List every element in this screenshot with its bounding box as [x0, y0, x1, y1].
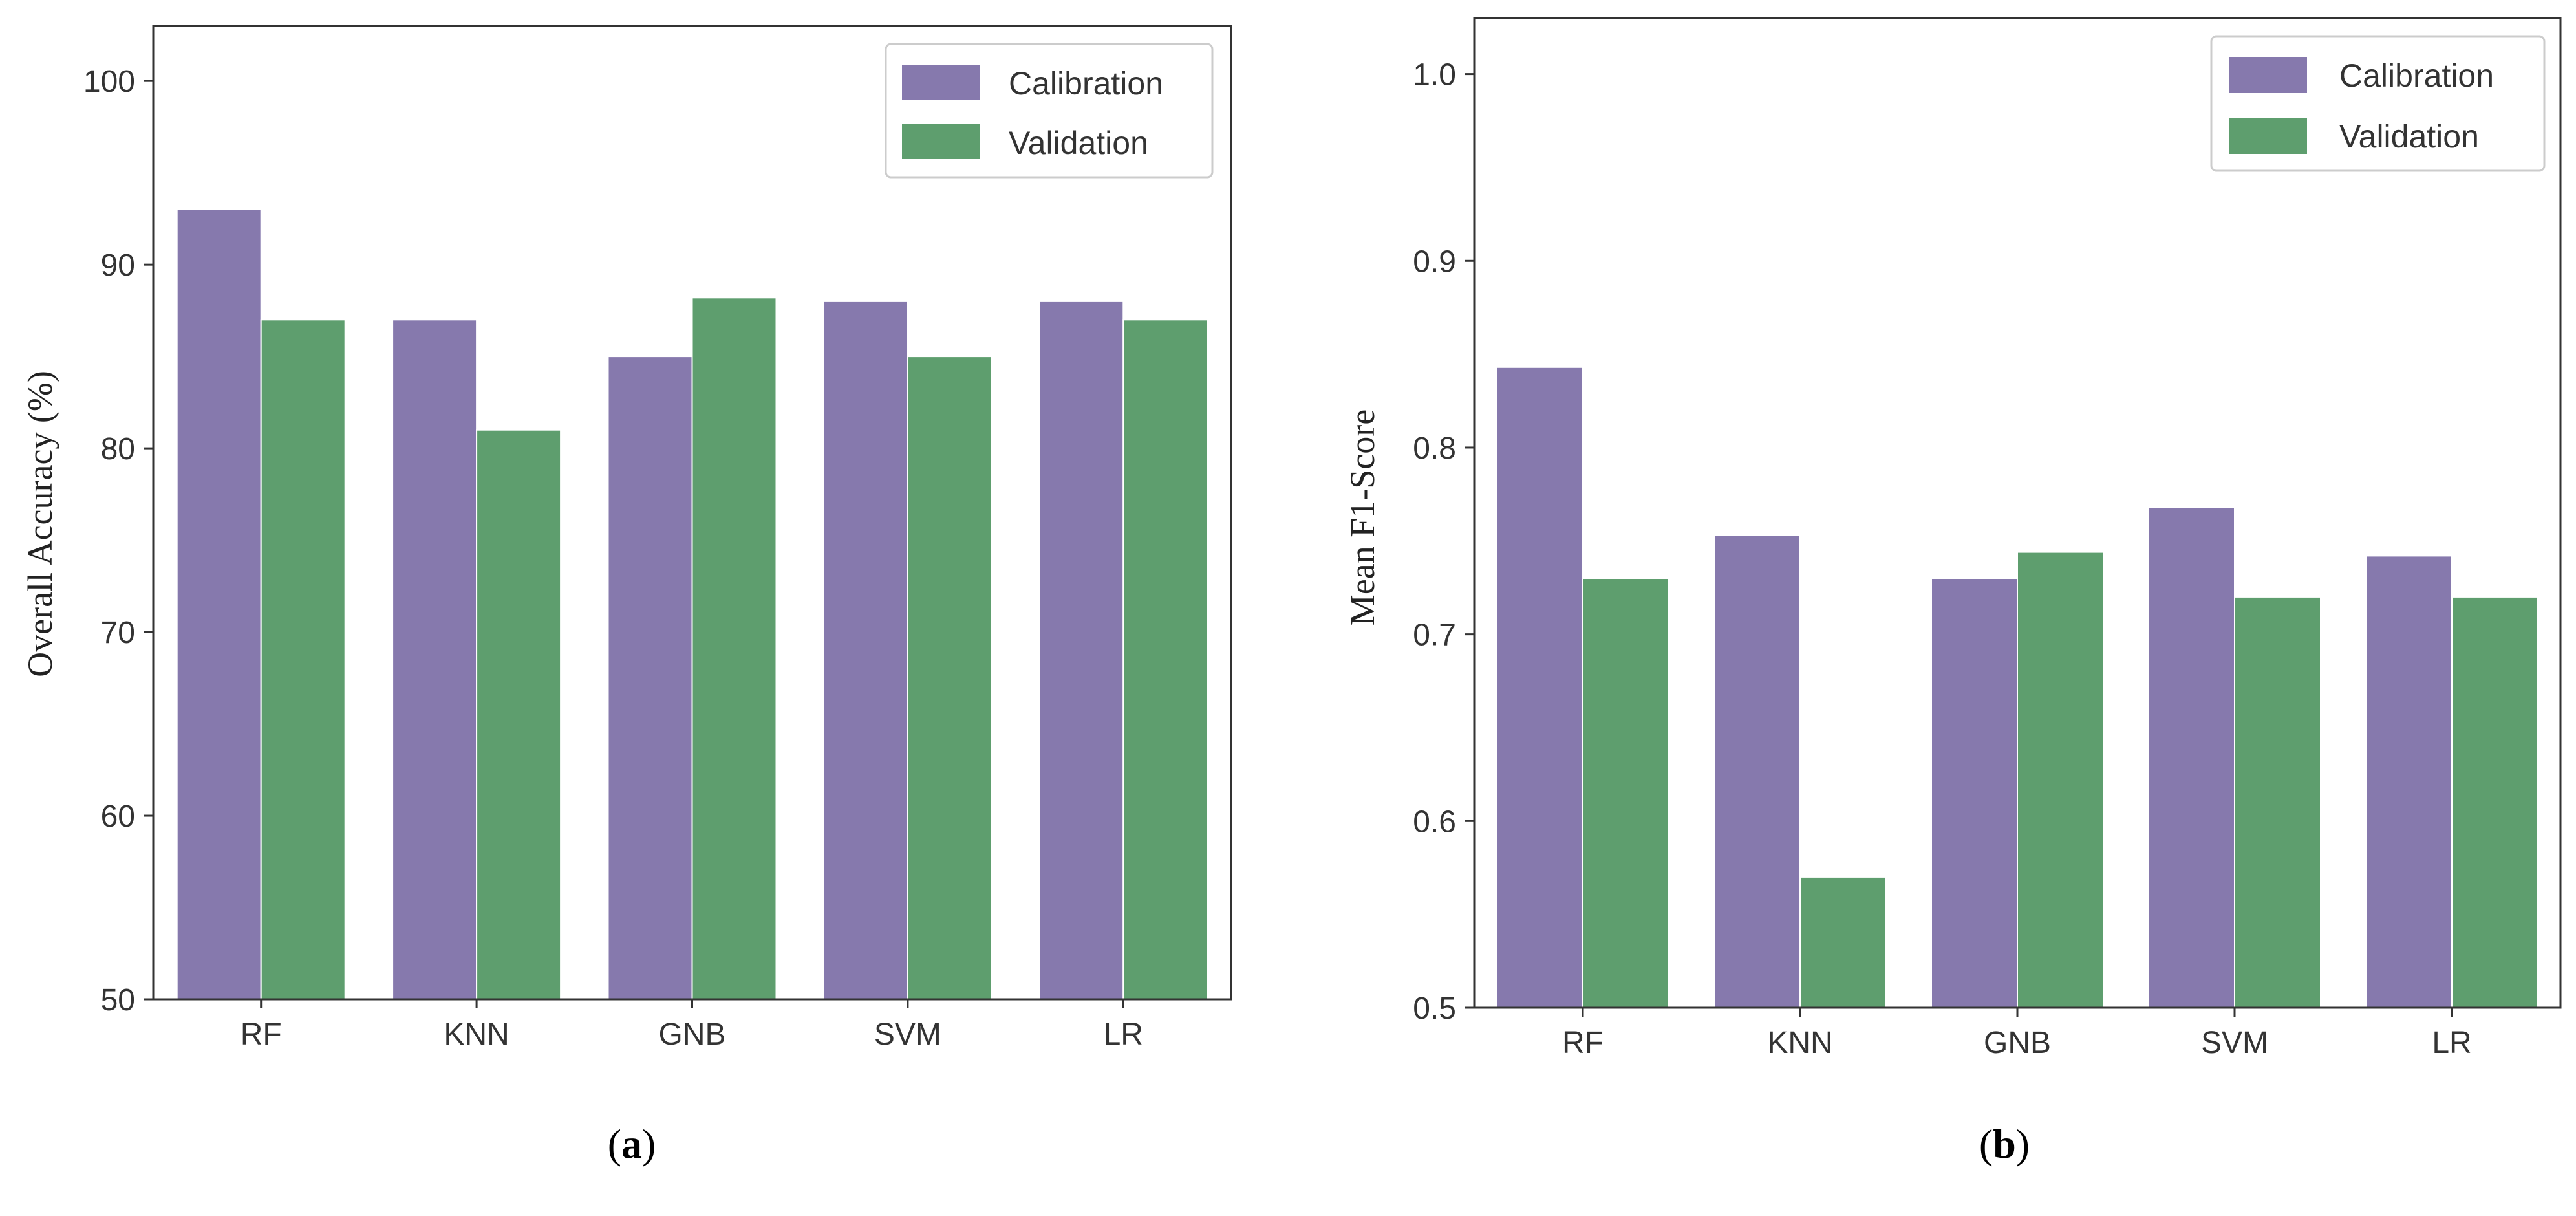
- panel-b-bar-calibration-lr: [2365, 555, 2453, 1008]
- panel-a-x-tick-label-rf: RF: [241, 1017, 282, 1052]
- panel-a-bar-calibration-svm: [822, 300, 908, 1000]
- panel-b-x-tick-label-rf: RF: [1562, 1026, 1604, 1060]
- panel-b-bar-calibration-svm: [2148, 506, 2235, 1008]
- panel-b-y-tick-label-1: 0.6: [1413, 805, 1456, 839]
- panel-b-y-tick-label-3: 0.8: [1413, 431, 1456, 466]
- panel-b-legend-label-validation: Validation: [2339, 118, 2479, 155]
- panel-b-y-tick-label-5: 1.0: [1413, 58, 1456, 92]
- panel-a-legend-swatch-validation: [902, 124, 980, 159]
- panel-b-bar-validation-knn: [1799, 876, 1887, 1009]
- panel-a-legend-label-calibration: Calibration: [1009, 65, 1163, 102]
- panel-b-y-tick-label-4: 0.9: [1413, 244, 1456, 279]
- panel-b-bar-validation-rf: [1582, 578, 1669, 1008]
- panel-b-y-axis-label: Mean F1-Score: [1343, 409, 1382, 625]
- panel-a-bar-validation-svm: [907, 356, 993, 1000]
- panel-b-x-tick-label-gnb: GNB: [1984, 1026, 2051, 1060]
- panel-b-x-tick-label-lr: LR: [2432, 1026, 2471, 1060]
- panel-b-bar-calibration-rf: [1496, 366, 1583, 1008]
- panel-b-y-tick-label-2: 0.7: [1413, 618, 1456, 653]
- panel-a-bar-validation-rf: [260, 319, 346, 1000]
- panel-b-bar-validation-lr: [2451, 596, 2538, 1008]
- panel-a-y-tick-label-1: 60: [101, 799, 135, 834]
- panel-a-bars: [176, 209, 1208, 1000]
- panel-b-bars: [1496, 366, 2538, 1009]
- panel-a-caption: (a): [608, 1121, 656, 1167]
- panel-b: 0.5 0.6 0.7 0.8 0.9 1.0 RF KNN GNB SVM LR Mean F1…: [1343, 17, 2562, 1167]
- panel-a-y-tick-label-2: 70: [101, 616, 135, 650]
- panel-a-legend: Calibration Validation: [885, 43, 1214, 179]
- panel-b-x-ticks: RF KNN GNB SVM LR: [1562, 1008, 2472, 1060]
- panel-b-bar-calibration-gnb: [1931, 578, 2018, 1008]
- panel-b-bar-validation-svm: [2234, 596, 2321, 1008]
- panel-a-bar-validation-gnb: [691, 297, 777, 1000]
- panel-a-legend-swatch-calibration: [902, 65, 980, 100]
- panel-a-bar-calibration-knn: [392, 319, 478, 1000]
- panel-b-x-tick-label-svm: SVM: [2201, 1026, 2268, 1060]
- panel-b-legend-swatch-calibration: [2229, 57, 2307, 93]
- panel-a-y-tick-label-5: 100: [83, 65, 135, 99]
- panel-a-x-ticks: RF KNN GNB SVM LR: [241, 999, 1143, 1052]
- panel-a-bar-validation-knn: [476, 429, 562, 1000]
- panel-a-x-tick-label-knn: KNN: [444, 1017, 509, 1052]
- panel-a: 50 60 70 80 90 100 RF KNN GNB SVM LR Overall Accu…: [21, 25, 1232, 1167]
- panel-a-x-tick-label-svm: SVM: [874, 1017, 941, 1052]
- panel-a-y-tick-label-0: 50: [101, 983, 135, 1017]
- panel-b-legend: Calibration Validation: [2210, 35, 2546, 172]
- panel-b-x-tick-label-knn: KNN: [1767, 1026, 1832, 1060]
- panel-b-legend-swatch-validation: [2229, 118, 2307, 154]
- panel-b-bar-calibration-knn: [1713, 534, 1801, 1008]
- panel-a-legend-label-validation: Validation: [1009, 125, 1148, 161]
- panel-a-bar-calibration-gnb: [607, 356, 693, 1000]
- panel-b-caption: (b): [1979, 1121, 2030, 1167]
- panel-a-bar-calibration-rf: [176, 209, 262, 1000]
- panel-a-y-tick-label-4: 90: [101, 248, 135, 283]
- panel-a-x-tick-label-lr: LR: [1104, 1017, 1143, 1052]
- panel-b-legend-label-calibration: Calibration: [2339, 58, 2494, 94]
- panel-a-y-ticks: 50 60 70 80 90 100: [83, 65, 153, 1017]
- panel-b-y-tick-label-0: 0.5: [1413, 992, 1456, 1026]
- panel-b-y-ticks: 0.5 0.6 0.7 0.8 0.9 1.0: [1413, 58, 1474, 1026]
- panel-a-y-tick-label-3: 80: [101, 432, 135, 466]
- panel-a-bar-calibration-lr: [1038, 300, 1124, 1000]
- panel-a-x-tick-label-gnb: GNB: [658, 1017, 725, 1052]
- panel-b-bar-validation-gnb: [2017, 551, 2104, 1008]
- panel-a-bar-validation-lr: [1122, 319, 1208, 1000]
- panel-a-y-axis-label: Overall Accuracy (%): [21, 371, 59, 677]
